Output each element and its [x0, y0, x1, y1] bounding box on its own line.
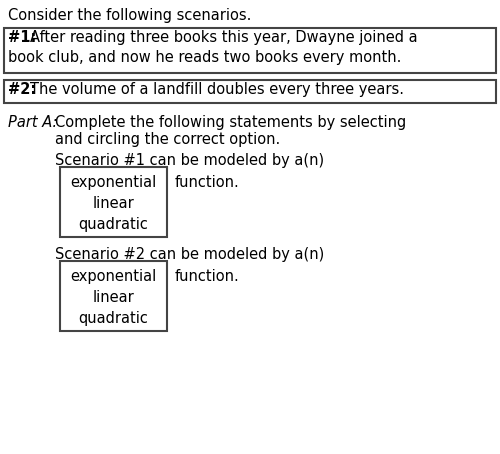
Text: #1:: #1: [8, 30, 36, 45]
Text: Consider the following scenarios.: Consider the following scenarios. [8, 8, 252, 23]
Text: linear: linear [92, 196, 134, 211]
Text: After reading three books this year, Dwayne joined a: After reading three books this year, Dwa… [30, 30, 417, 45]
Text: #2:: #2: [8, 82, 36, 97]
Text: The volume of a landfill doubles every three years.: The volume of a landfill doubles every t… [30, 82, 404, 97]
FancyBboxPatch shape [4, 80, 496, 103]
FancyBboxPatch shape [60, 167, 167, 237]
Text: book club, and now he reads two books every month.: book club, and now he reads two books ev… [8, 50, 402, 65]
FancyBboxPatch shape [60, 261, 167, 331]
Text: Complete the following statements by selecting: Complete the following statements by sel… [55, 115, 406, 130]
Text: and circling the correct option.: and circling the correct option. [55, 132, 280, 147]
Text: exponential: exponential [70, 269, 156, 284]
Text: function.: function. [175, 175, 240, 190]
Text: quadratic: quadratic [78, 311, 148, 326]
Text: exponential: exponential [70, 175, 156, 190]
Text: Part A:: Part A: [8, 115, 58, 130]
Text: quadratic: quadratic [78, 217, 148, 232]
Text: linear: linear [92, 290, 134, 305]
Text: function.: function. [175, 269, 240, 284]
Text: Scenario #2 can be modeled by a(n): Scenario #2 can be modeled by a(n) [55, 247, 324, 262]
FancyBboxPatch shape [4, 28, 496, 73]
Text: Scenario #1 can be modeled by a(n): Scenario #1 can be modeled by a(n) [55, 153, 324, 168]
